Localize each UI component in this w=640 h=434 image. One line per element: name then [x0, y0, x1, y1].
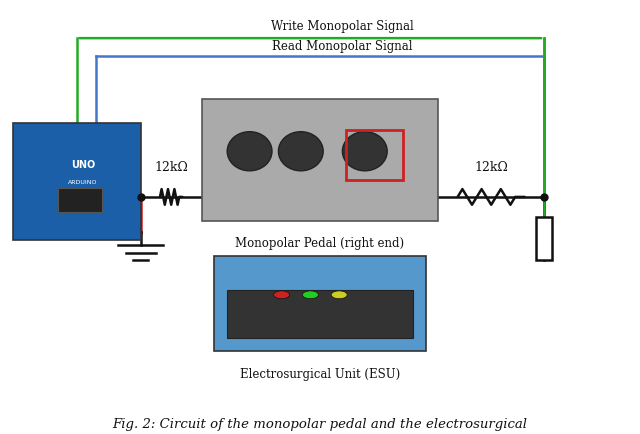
- Ellipse shape: [342, 132, 387, 171]
- Ellipse shape: [227, 132, 272, 171]
- Bar: [536, 217, 552, 260]
- Bar: [202, 100, 438, 221]
- Text: Write Monopolar Signal: Write Monopolar Signal: [271, 20, 414, 33]
- Bar: [346, 130, 403, 180]
- Ellipse shape: [332, 291, 348, 299]
- Text: Fig. 2: Circuit of the monopolar pedal and the electrosurgical: Fig. 2: Circuit of the monopolar pedal a…: [113, 417, 527, 430]
- Bar: [227, 291, 413, 339]
- Text: UNO: UNO: [71, 160, 95, 170]
- Text: Read Monopolar Signal: Read Monopolar Signal: [272, 40, 413, 53]
- Ellipse shape: [274, 291, 290, 299]
- Ellipse shape: [302, 291, 319, 299]
- Ellipse shape: [278, 132, 323, 171]
- Text: 12kΩ: 12kΩ: [154, 161, 188, 174]
- Text: Electrosurgical Unit (ESU): Electrosurgical Unit (ESU): [240, 367, 400, 380]
- Bar: [58, 189, 102, 213]
- Text: 12kΩ: 12kΩ: [474, 161, 508, 174]
- Text: ARDUINO: ARDUINO: [68, 180, 98, 185]
- Bar: [13, 124, 141, 241]
- Bar: [214, 256, 426, 352]
- Text: Monopolar Pedal (right end): Monopolar Pedal (right end): [236, 237, 404, 250]
